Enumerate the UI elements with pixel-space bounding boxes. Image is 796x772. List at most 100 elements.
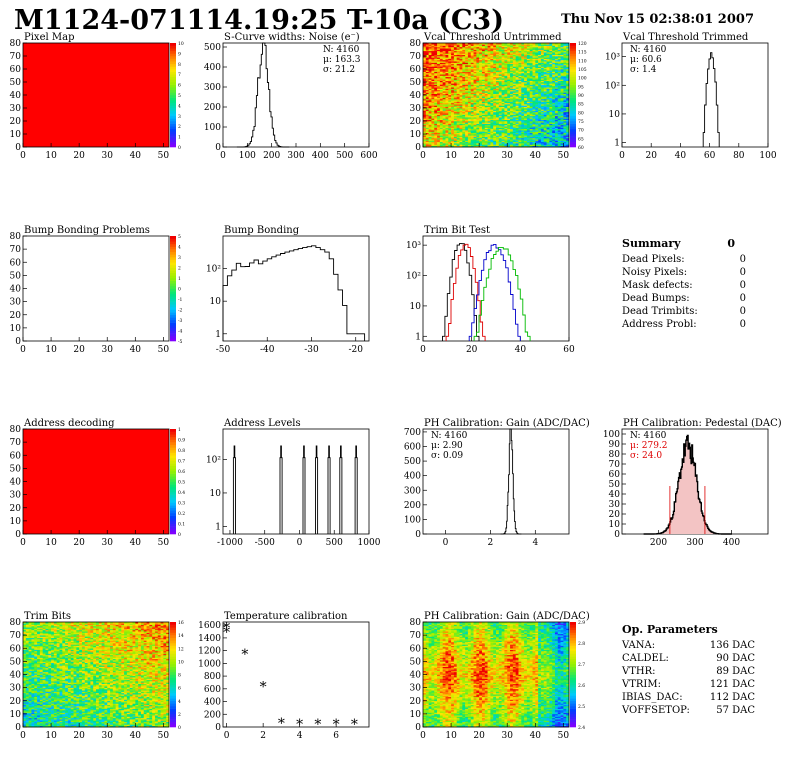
heatmap-cell [557, 117, 561, 119]
heatmap-cell [543, 136, 547, 139]
heatmap-cell [546, 110, 550, 113]
heatmap-cell [476, 59, 480, 62]
heatmap-cell [166, 720, 170, 723]
color-scale-step [170, 436, 176, 440]
heatmap-cell [557, 108, 561, 110]
heatmap-cell [431, 74, 435, 76]
heatmap-cell [526, 92, 530, 94]
heatmap-cell [448, 124, 452, 127]
heatmap-cell [476, 87, 480, 89]
heatmap-cell [552, 70, 556, 72]
heatmap-cell [451, 66, 455, 68]
heatmap-cell [507, 110, 511, 113]
heatmap-cell [23, 723, 27, 725]
heatmap-cell [529, 91, 533, 93]
heatmap-cell [501, 53, 505, 55]
heatmap-cell [524, 75, 528, 78]
color-scale-step [170, 262, 176, 266]
heatmap-cell [56, 721, 60, 724]
y-tick-label: 0 [415, 530, 421, 540]
heatmap-cell [515, 110, 519, 113]
heatmap-cell [566, 98, 570, 101]
heatmap-cell [465, 84, 469, 87]
heatmap-cell [459, 57, 463, 59]
heatmap-cell [467, 115, 472, 118]
heatmap-cell [515, 92, 519, 94]
heatmap-cell [504, 58, 508, 61]
heatmap-cell [434, 132, 438, 135]
heatmap-cell [549, 102, 553, 105]
heatmap-cell [473, 79, 477, 81]
heatmap-cell [560, 79, 564, 81]
heatmap-cell [507, 101, 511, 104]
heatmap-cell [456, 59, 460, 62]
heatmap-cell [135, 721, 139, 724]
heatmap-cell [496, 98, 500, 101]
heatmap-cell [493, 82, 497, 84]
heatmap-cell [431, 130, 435, 132]
heatmap-cell [557, 89, 561, 92]
heatmap-cell [437, 88, 441, 91]
heatmap-cell [515, 137, 519, 140]
heatmap-cell [56, 724, 60, 726]
heatmap-cell [473, 110, 477, 113]
heatmap-cell [518, 92, 522, 94]
heatmap-cell [445, 111, 449, 114]
x-tick-label: -20 [348, 345, 363, 355]
heatmap-cell [456, 56, 460, 58]
heatmap-cell [439, 92, 443, 94]
color-scale-label: 0 [178, 145, 181, 151]
heatmap-cell [70, 719, 74, 721]
heatmap-cell [442, 59, 446, 62]
heatmap-cell [518, 89, 522, 92]
heatmap-cell [473, 127, 477, 130]
heatmap-cell [535, 140, 539, 143]
heatmap-cell [540, 75, 545, 78]
heatmap-cell [484, 84, 488, 87]
heatmap-cell [425, 78, 429, 80]
heatmap-cell [538, 49, 542, 52]
heatmap-cell [521, 46, 525, 49]
color-scale-step [170, 468, 176, 472]
heatmap-cell [524, 134, 528, 136]
heatmap-cell [532, 76, 536, 79]
heatmap-cell [496, 82, 500, 84]
y-tick-label: 10² [406, 272, 421, 282]
heatmap-cell [512, 113, 516, 115]
heatmap-cell [563, 83, 567, 85]
heatmap-cell [507, 45, 511, 48]
heatmap-cell [524, 104, 528, 106]
heatmap-cell [529, 96, 533, 98]
heatmap-cell [543, 100, 547, 102]
chart-title: Trim Bits [24, 611, 71, 622]
heatmap-cell [498, 88, 502, 91]
heatmap-cell [465, 78, 469, 80]
heatmap-cell [535, 71, 539, 74]
heatmap-cell [538, 124, 542, 127]
x-tick-label: 30 [102, 151, 114, 161]
heatmap-cell [512, 91, 516, 93]
heatmap-cell [442, 44, 446, 46]
heatmap-cell [470, 72, 474, 75]
heatmap-cell [470, 131, 474, 133]
heatmap-cell [535, 70, 539, 72]
heatmap-cell [473, 145, 477, 148]
heatmap-cell [479, 48, 483, 50]
heatmap-cell [467, 102, 472, 105]
heatmap-cell [459, 117, 463, 119]
heatmap-cell [439, 85, 443, 88]
heatmap-cell [476, 128, 480, 131]
heatmap-cell [434, 111, 438, 114]
heatmap-cell [510, 102, 514, 105]
heatmap-cell [554, 145, 559, 148]
heatmap-cell [423, 82, 427, 84]
heatmap-cell [518, 105, 522, 107]
heatmap-cell [487, 126, 491, 128]
heatmap-cell [540, 45, 545, 48]
heatmap-cell [425, 110, 429, 113]
heatmap-cell [462, 61, 466, 63]
heatmap-cell [538, 114, 542, 117]
heatmap-cell [557, 74, 561, 76]
heatmap-cell [437, 135, 441, 137]
heatmap-cell [490, 45, 494, 48]
